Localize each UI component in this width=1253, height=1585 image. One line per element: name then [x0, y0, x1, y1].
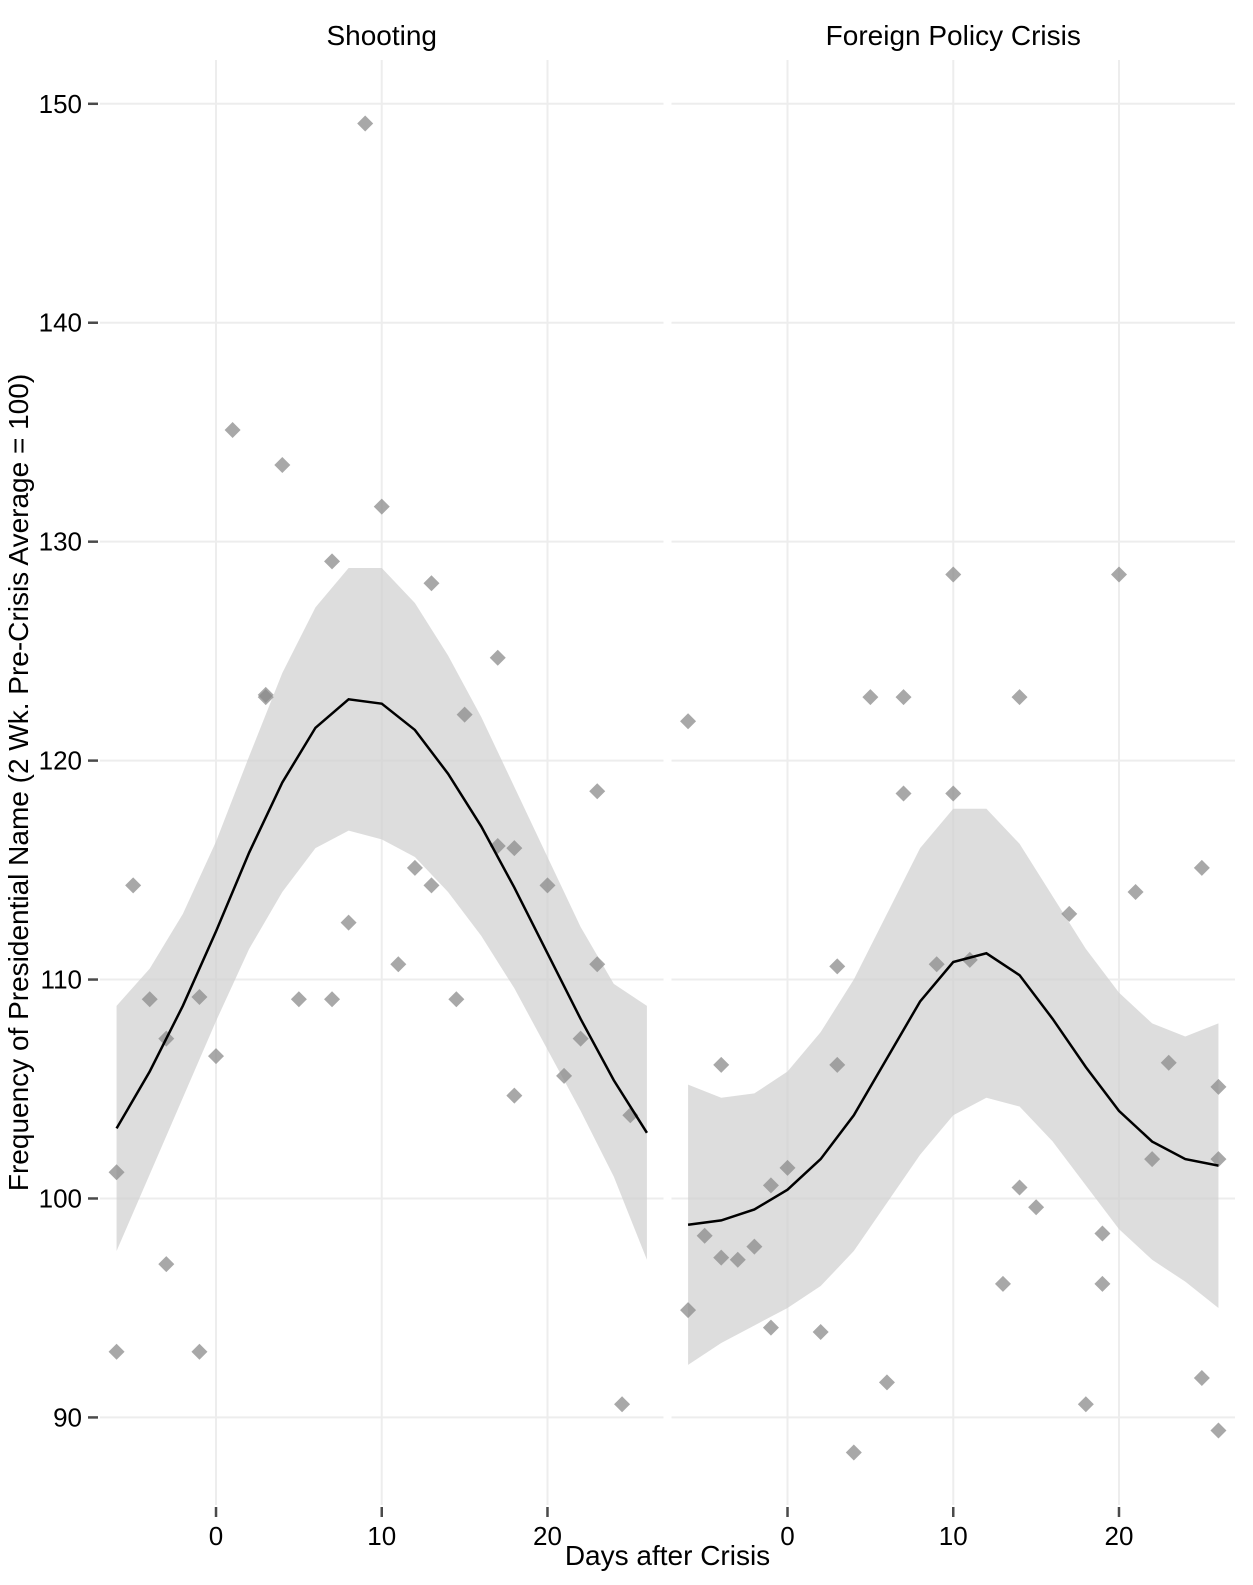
facet-title: Foreign Policy Crisis	[826, 20, 1081, 51]
x-tick-label: 0	[209, 1521, 223, 1551]
chart-svg: Frequency of Presidential Name (2 Wk. Pr…	[0, 0, 1253, 1585]
y-tick-label: 90	[53, 1402, 82, 1432]
y-axis-title: Frequency of Presidential Name (2 Wk. Pr…	[3, 374, 34, 1191]
chart-container: Frequency of Presidential Name (2 Wk. Pr…	[0, 0, 1253, 1585]
y-tick-label: 100	[39, 1183, 82, 1213]
facet-title: Shooting	[326, 20, 437, 51]
x-tick-label: 10	[367, 1521, 396, 1551]
y-tick-label: 130	[39, 527, 82, 557]
x-tick-label: 20	[1105, 1521, 1134, 1551]
x-tick-label: 10	[939, 1521, 968, 1551]
y-tick-label: 150	[39, 89, 82, 119]
x-axis-title: Days after Crisis	[565, 1540, 770, 1571]
x-tick-label: 20	[533, 1521, 562, 1551]
x-tick-label: 0	[780, 1521, 794, 1551]
y-tick-label: 110	[41, 965, 82, 995]
y-tick-label: 140	[39, 308, 82, 338]
y-tick-label: 120	[39, 746, 82, 776]
